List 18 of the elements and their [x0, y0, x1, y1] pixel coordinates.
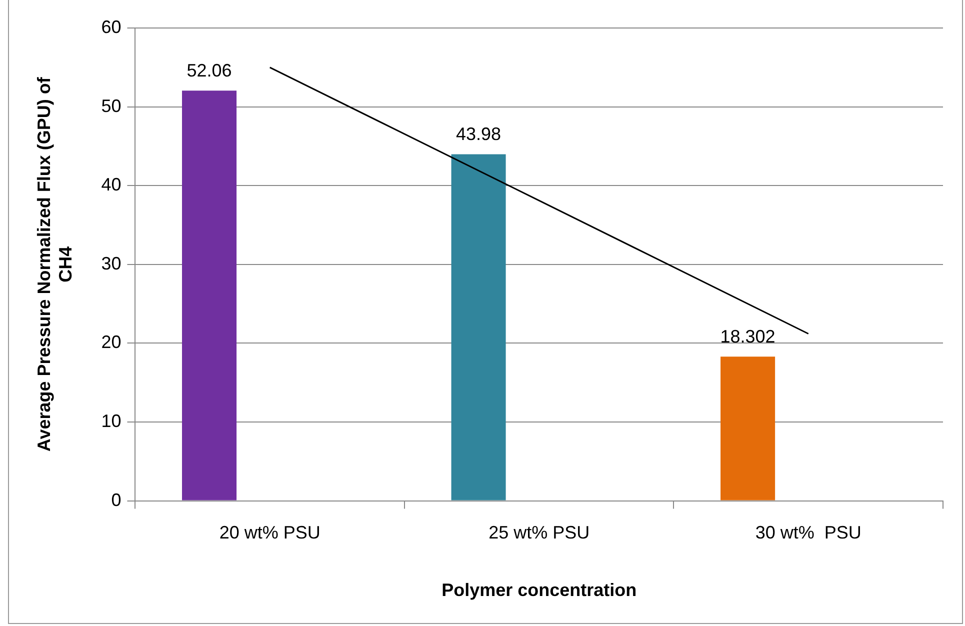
y-tick-label: 30 — [101, 253, 122, 274]
x-axis-title: Polymer concentration — [442, 580, 637, 600]
x-tick-label: 20 wt% PSU — [219, 522, 320, 543]
data-label: 52.06 — [186, 60, 232, 81]
y-tick-label: 60 — [101, 16, 122, 37]
data-label: 18.302 — [720, 326, 776, 347]
y-tick-label: 40 — [101, 174, 122, 195]
y-tick-label: 10 — [101, 410, 122, 431]
y-axis-title: Average Pressure Normalized Flux (GPU) of CH4 — [34, 76, 76, 452]
bar — [451, 154, 506, 500]
data-label: 43.98 — [456, 124, 502, 144]
x-tick-label: 30 wt% PSU — [755, 522, 862, 543]
bar — [720, 356, 776, 500]
y-tick-label: 20 — [101, 332, 122, 352]
x-tick-label: 25 wt% PSU — [488, 522, 590, 543]
y-tick-label: 0 — [111, 490, 122, 510]
y-tick-label: 50 — [101, 96, 122, 116]
bar — [182, 90, 237, 500]
